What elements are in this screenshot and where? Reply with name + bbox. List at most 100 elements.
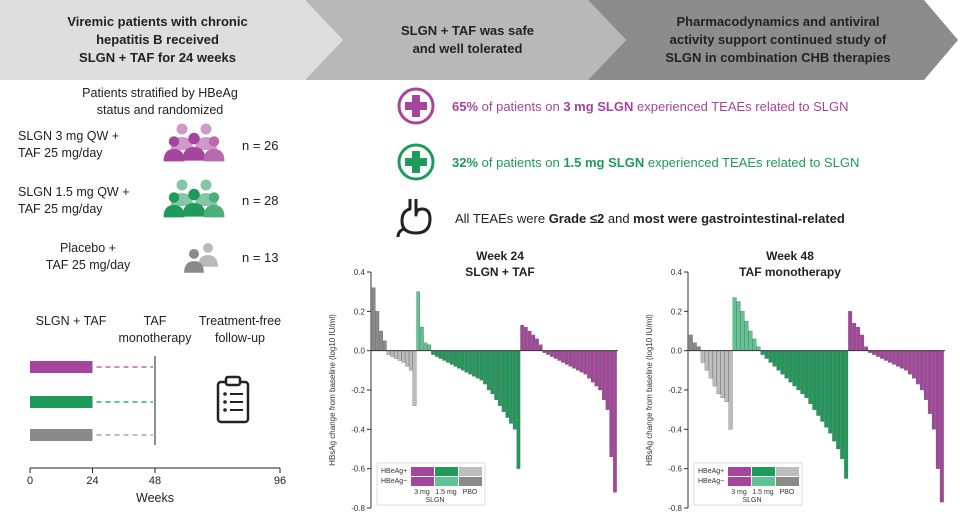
y-tick-label: 0.2 [671, 307, 683, 316]
person-head [189, 248, 199, 259]
bar-1-5-mg-hbeag- [442, 350, 446, 361]
bar-1-5-mg-hbeag- [840, 350, 845, 459]
bar-3-mg-hbeag- [872, 350, 877, 355]
y-tick-label: -0.6 [351, 465, 365, 474]
statement-part: 3 mg SLGN [563, 98, 634, 114]
person-body [163, 149, 185, 162]
bar-1-5-mg-hbeag- [776, 350, 781, 371]
bar-1-5-mg-hbeag- [736, 301, 741, 351]
bar-1-5-mg-hbeag- [494, 350, 498, 400]
y-tick-label: 0.0 [354, 347, 366, 356]
bar-3-mg-hbeag- [911, 350, 916, 379]
banner-text: Viremic patients with chronic hepatitis … [67, 14, 248, 65]
bar-1-5-mg-hbeag- [820, 350, 825, 422]
bar-1-5-mg-hbeag- [748, 330, 753, 351]
phase-follow-up: Treatment-free follow-up [198, 314, 282, 345]
bar-1-5-mg-hbeag- [756, 346, 761, 351]
bar-1-5-mg-hbeag- [780, 350, 785, 375]
y-tick-label: 0.0 [671, 347, 683, 356]
bar-1-5-mg-hbeag- [788, 350, 793, 383]
waterfall-chart-week48: 0.4 0.2 0.0 -0.2 -0.4 -0.6 -0.8 HBsAg change fr… [645, 268, 945, 513]
legend-row2-label: HBeAg− [698, 478, 724, 485]
statement-part: experienced TEAEs related to SLGN [633, 98, 849, 114]
statement-part: experienced TEAEs related to SLGN [644, 154, 860, 170]
bar-3-mg-hbeag- [876, 350, 880, 357]
bar-1-5-mg-hbeag- [792, 350, 797, 387]
clipboard-clip [224, 375, 242, 387]
banner-arrow-shape [0, 0, 343, 80]
bar-1-5-mg-hbeag- [446, 350, 450, 363]
y-tick-label: 0.2 [354, 307, 366, 316]
bar-pbo-hbeag- [724, 350, 729, 402]
person-head [176, 179, 188, 191]
bar-1-5-mg-hbeag- [768, 350, 773, 363]
clipboard-bullet [223, 392, 227, 396]
bar-1-5-mg-hbeag- [416, 291, 421, 351]
person-body [203, 205, 225, 218]
bar-1-5-mg-hbeag- [516, 350, 521, 469]
people-group-icon [163, 123, 225, 162]
bar-1-5-mg-hbeag- [808, 350, 813, 404]
bar-1-5-mg-hbeag- [732, 297, 737, 351]
bar-pbo-hbeag- [397, 350, 402, 361]
bar-1-5-mg-hbeag- [816, 350, 821, 416]
bar-1-5-mg-hbeag- [479, 350, 484, 381]
statement-part: All TEAEs were [455, 210, 549, 226]
bar-1-5-mg-hbeag- [509, 350, 513, 424]
phase-slgn-taf: SLGN + TAF [35, 314, 107, 328]
bar-1-5-mg-hbeag- [844, 350, 849, 479]
bar-1-5-mg-hbeag- [427, 344, 432, 351]
person-head [208, 192, 220, 203]
bar-3-mg-hbeag- [546, 350, 550, 355]
timeline-tick-label: 48 [149, 475, 161, 487]
bar-3-mg-hbeag- [576, 350, 580, 371]
statement-part: of patients on [478, 98, 564, 114]
statement-part: Grade ≤2 [548, 210, 605, 226]
arm-n-1-5mg: n = 28 [242, 193, 279, 208]
legend-swatch [752, 477, 775, 486]
bar-1-5-mg-hbeag- [449, 350, 454, 365]
person-head [188, 132, 200, 145]
bar-pbo-hbeag- [382, 340, 387, 351]
icon-plus [405, 95, 427, 117]
bar-1-5-mg-hbeag- [431, 350, 435, 355]
bar-pbo-hbeag- [390, 350, 395, 357]
bar-3-mg-hbeag- [590, 350, 595, 383]
bar-3-mg-hbeag- [527, 330, 532, 351]
stomach-outline [400, 199, 432, 235]
bar-pbo-hbeag- [692, 342, 697, 351]
statement-part: of patients on [478, 154, 564, 170]
bar-3-mg-hbeag- [579, 350, 584, 373]
banner-1: Viremic patients with chronic hepatitis … [0, 0, 345, 80]
bar-1-5-mg-hbeag- [804, 350, 809, 399]
bar-1-5-mg-hbeag- [764, 350, 769, 359]
stratified-text: Patients stratified by HBeAg status and … [82, 86, 238, 117]
bar-pbo-hbeag- [371, 287, 376, 351]
bar-pbo-hbeag- [712, 350, 717, 387]
bar-3-mg-hbeag- [892, 350, 896, 365]
bar-pbo-hbeag- [720, 350, 725, 399]
bar-1-5-mg-hbeag- [740, 311, 745, 351]
bar-3-mg-hbeag- [602, 350, 606, 400]
chart-title-week48: Week 48 TAF monotherapy [739, 249, 841, 279]
bar-pbo-hbeag- [696, 346, 701, 351]
y-tick-label: -0.2 [351, 386, 365, 395]
plus-circle-icon [397, 143, 435, 181]
bar-3-mg-hbeag- [856, 326, 861, 351]
bar-1-5-mg-hbeag- [800, 350, 805, 395]
bar-1-5-mg-hbeag- [752, 338, 757, 351]
people-group-icon [163, 179, 225, 218]
arm-label-3mg: SLGN 3 mg QW + TAF 25 mg/day [18, 129, 120, 160]
bar-1-5-mg-hbeag- [468, 350, 472, 375]
bar-1-5-mg-hbeag- [460, 350, 465, 371]
timeline-axis-label: Weeks [136, 491, 174, 505]
icon-ring [397, 87, 435, 125]
bar-1-5-mg-hbeag- [512, 350, 517, 430]
legend-swatch [752, 467, 775, 476]
bar-1-5-mg-hbeag- [453, 350, 458, 367]
safety-statement-1-5mg: 32% of patients on 1.5 mg SLGN experienc… [452, 152, 859, 172]
bar-pbo-hbeag- [708, 350, 713, 379]
bar-1-5-mg-hbeag- [483, 350, 487, 385]
person-head [200, 179, 212, 191]
legend-group-label: SLGN [742, 497, 761, 504]
